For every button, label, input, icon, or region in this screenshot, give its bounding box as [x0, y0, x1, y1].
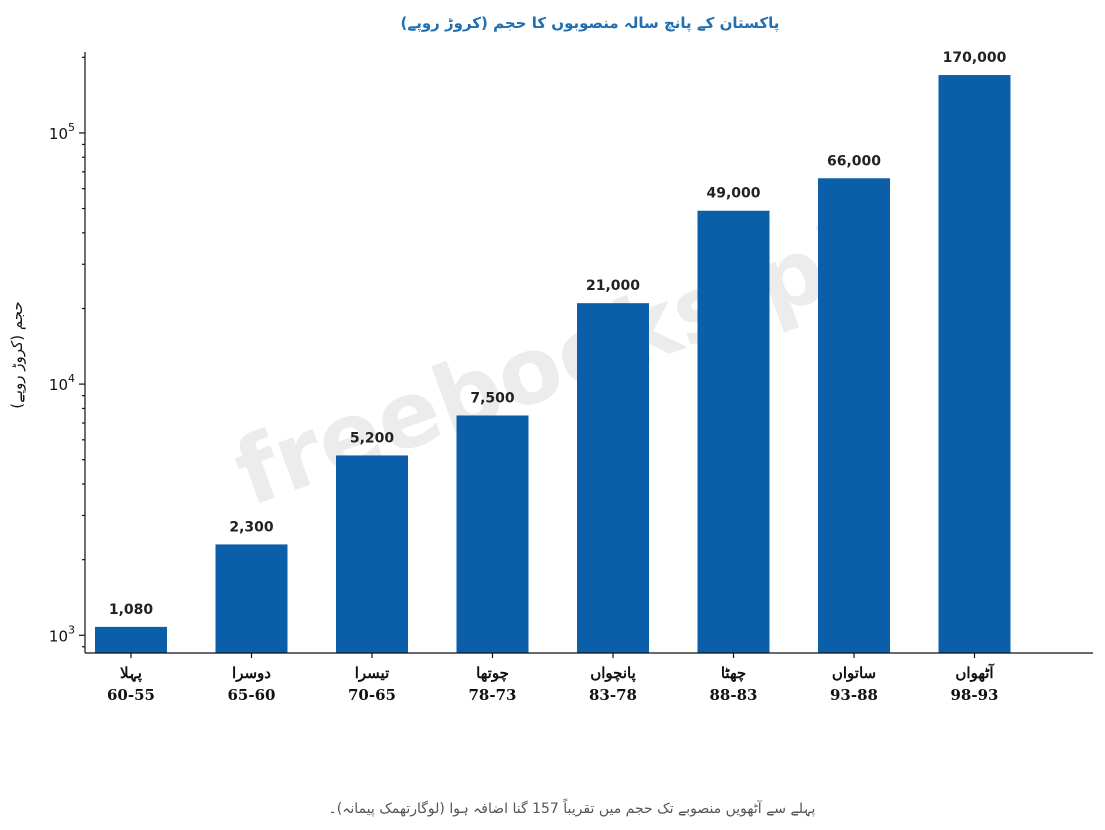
y-tick-label: 103: [49, 623, 75, 645]
bar: [938, 75, 1011, 653]
bar-value-label: 7,500: [470, 390, 515, 406]
bar: [456, 415, 529, 653]
x-tick-label-years: 83-78: [589, 686, 637, 704]
chart-footnote: پہلے سے آٹھویں منصوبے تک حجم میں تقریباً…: [329, 798, 816, 817]
bar: [697, 210, 770, 653]
x-tick-label-years: 60-55: [107, 686, 155, 704]
x-tick-label-name: چھٹا: [721, 664, 746, 682]
bars-group: 1,080 2,300 5,200 7,500 21,000 49,000 66,000 17…: [95, 50, 1011, 654]
x-tick-label-years: 88-83: [710, 686, 758, 704]
y-tick-base: 10: [49, 125, 68, 143]
bar: [215, 544, 288, 653]
x-tick-label-years: 70-65: [348, 686, 396, 704]
y-axis-label: حجم (کروڑ روپے): [8, 301, 27, 409]
bar: [818, 178, 890, 654]
x-tick-label-name: چوتھا: [476, 664, 509, 682]
bar: [95, 626, 167, 653]
y-tick-exponent: 3: [68, 623, 75, 636]
bar-value-label: 2,300: [229, 519, 274, 535]
bar: [577, 303, 649, 653]
x-tick-label-name: پانچواں: [590, 664, 636, 683]
y-tick-label: 105: [49, 121, 75, 143]
y-tick-base: 10: [49, 376, 68, 394]
y-tick-exponent: 4: [68, 372, 75, 385]
y-tick-base: 10: [49, 627, 68, 645]
bar-value-label: 1,080: [109, 602, 154, 618]
bar-value-label: 49,000: [706, 186, 760, 202]
bar-value-label: 170,000: [943, 50, 1007, 66]
x-tick-label-name: ساتواں: [832, 664, 876, 682]
bar-value-label: 5,200: [350, 430, 395, 446]
x-tick-label-name: پہلا: [120, 664, 142, 683]
chart-title: پاکستان کے پانچ سالہ منصوبوں کا حجم (کرو…: [401, 14, 780, 33]
watermark-text: freebooks.pk: [221, 193, 899, 527]
bar: [336, 455, 408, 653]
bar-value-label: 66,000: [827, 153, 881, 169]
x-tick-label-name: تیسرا: [355, 664, 390, 682]
x-tick-label-years: 98-93: [951, 686, 999, 704]
y-tick-exponent: 5: [68, 121, 75, 134]
x-tick-label-name: دوسرا: [232, 664, 271, 682]
y-tick-label: 104: [49, 372, 75, 394]
x-tick-label-years: 93-88: [830, 686, 878, 704]
x-tick-label-name: آٹھواں: [955, 663, 995, 682]
x-tick-label-years: 78-73: [469, 686, 517, 704]
bar-value-label: 21,000: [586, 278, 640, 294]
x-tick-label-years: 65-60: [228, 686, 276, 704]
x-labels-group: پہلا 60-55 دوسرا 65-60 تیسرا 70-65 چوتھا 78-73 پ…: [107, 653, 998, 704]
